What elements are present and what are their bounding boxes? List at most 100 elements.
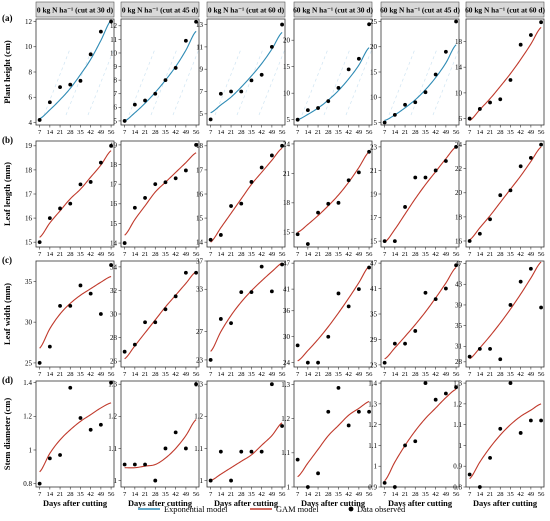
x-tick-label: 7 — [209, 129, 213, 136]
data-point — [280, 262, 284, 267]
data-point — [477, 485, 482, 489]
y-tick-label: 1 — [459, 442, 463, 450]
panel-frame — [293, 260, 373, 368]
data-point — [356, 409, 361, 414]
data-point — [488, 100, 492, 105]
data-point — [467, 354, 472, 359]
x-axis-label: Days after cutting — [301, 499, 366, 508]
data-point — [37, 240, 42, 245]
x-tick-label: 56 — [108, 491, 115, 498]
y-tick-label: 6 — [114, 104, 118, 112]
data-point — [316, 360, 320, 365]
x-tick-label: 35 — [422, 129, 429, 136]
data-point — [194, 270, 198, 275]
x-tick-label: 28 — [412, 129, 419, 136]
data-point — [229, 478, 233, 483]
data-point — [208, 358, 213, 362]
y-tick-label: 1 — [287, 483, 291, 491]
data-point — [413, 329, 418, 333]
data-point — [153, 182, 158, 187]
x-tick-label: 21 — [57, 491, 64, 498]
data-point — [229, 89, 233, 94]
data-point — [109, 143, 113, 148]
y-tick-label: 1.3 — [368, 400, 377, 408]
x-tick-label: 56 — [279, 491, 286, 498]
data-point — [403, 102, 407, 107]
data-point — [218, 449, 223, 454]
x-tick-label: 14 — [132, 491, 139, 498]
y-tick-label: 17 — [25, 190, 33, 198]
data-point — [239, 290, 244, 294]
x-tick-label: 28 — [325, 129, 332, 136]
data-point — [173, 176, 178, 181]
exponential-fit-line — [124, 30, 197, 122]
data-point — [143, 462, 147, 467]
exponential-fit-line — [210, 32, 283, 114]
y-tick-label: 25 — [370, 18, 378, 26]
y-tick-label: 1.2 — [108, 413, 117, 421]
panel-frame — [465, 380, 545, 488]
y-tick-label: 1.1 — [194, 445, 203, 453]
panel-frame — [465, 140, 545, 248]
gam-fit-line — [124, 152, 197, 236]
y-tick-label: 37 — [196, 257, 204, 265]
x-tick-label: 42 — [345, 371, 352, 378]
legend-label: GAM model — [276, 505, 319, 514]
data-point — [508, 188, 513, 193]
x-tick-label: 21 — [142, 251, 149, 258]
y-tick-label: 5 — [287, 116, 291, 124]
exponential-fit-line — [297, 47, 370, 121]
data-point — [47, 456, 52, 461]
y-tick-label: 15 — [370, 238, 378, 246]
y-tick-label: 19 — [370, 190, 378, 198]
y-tick-label: 18 — [283, 199, 291, 207]
x-tick-label: 21 — [315, 129, 322, 136]
data-point — [528, 418, 533, 423]
y-tick-label: 10 — [283, 90, 291, 98]
panel-frame — [293, 380, 373, 488]
data-point — [346, 67, 351, 72]
y-tick-label: 0.9 — [453, 463, 462, 471]
data-point — [88, 180, 93, 184]
data-point — [259, 449, 264, 454]
data-point — [58, 206, 62, 211]
data-point — [488, 217, 492, 222]
x-tick-label: 7 — [296, 129, 300, 136]
x-tick-label: 28 — [238, 251, 245, 258]
data-point — [269, 289, 274, 294]
x-tick-label: 56 — [538, 371, 545, 378]
x-tick-label: 42 — [345, 251, 352, 258]
x-tick-label: 35 — [422, 491, 429, 498]
x-tick-label: 42 — [87, 371, 94, 378]
y-tick-label: 12 — [110, 22, 118, 30]
data-point — [326, 409, 331, 414]
x-tick-label: 35 — [248, 251, 255, 258]
data-point — [488, 456, 492, 460]
data-point — [305, 485, 310, 489]
column-header: 0 kg N ha⁻¹ (cut at 60 d) — [206, 1, 286, 18]
data-point — [143, 196, 147, 200]
x-tick-label: 49 — [528, 371, 535, 378]
y-tick-label: 1.1 — [368, 442, 377, 450]
data-point — [539, 20, 543, 25]
data-point — [194, 143, 198, 147]
data-point — [336, 385, 341, 390]
data-point — [194, 382, 198, 387]
gam-fit-line — [469, 26, 542, 121]
data-point — [153, 478, 158, 483]
legend: Exponential model GAM model Data observed — [138, 505, 406, 514]
y-tick-label: 26 — [110, 358, 118, 366]
x-tick-label: 21 — [315, 491, 322, 498]
data-point — [498, 357, 503, 362]
y-tick-label: 17 — [370, 214, 378, 222]
x-tick-label: 7 — [123, 129, 127, 136]
data-point — [88, 291, 93, 296]
x-tick-label: 7 — [468, 371, 472, 378]
x-tick-label: 35 — [77, 251, 84, 258]
legend-label: Exponential model — [164, 505, 228, 514]
y-tick-label: 4 — [29, 119, 33, 127]
